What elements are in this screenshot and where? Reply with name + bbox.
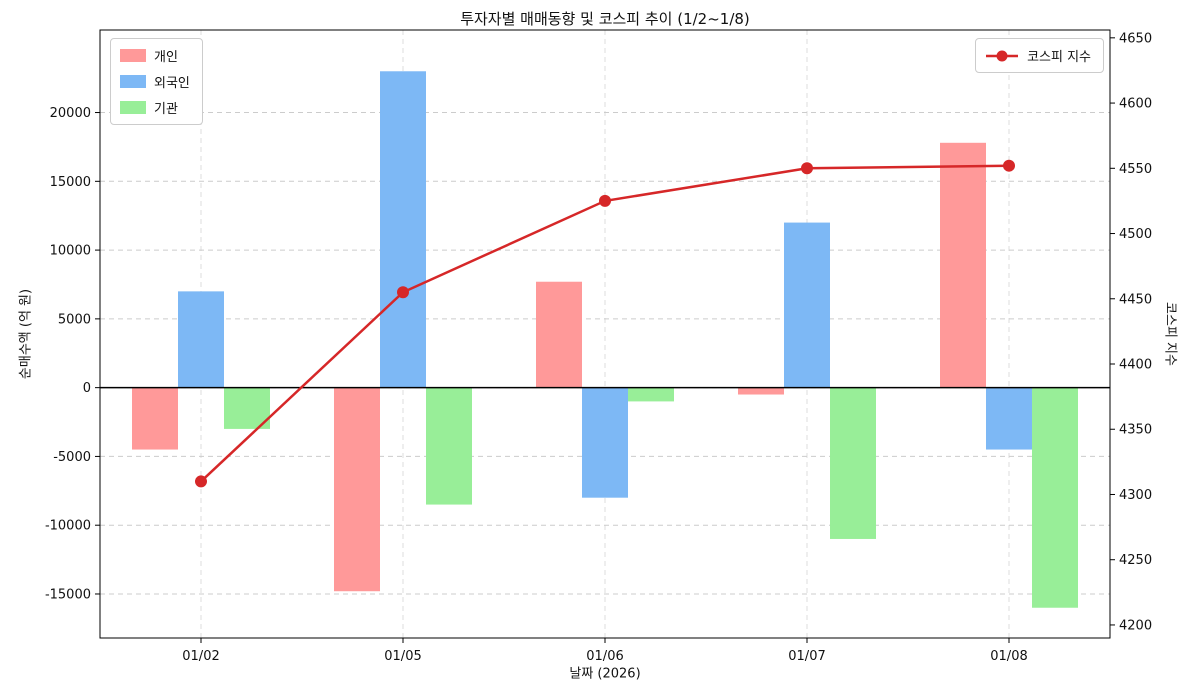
legend-swatch <box>120 75 146 88</box>
bar-외국인-01/02 <box>178 291 224 388</box>
y-tick-right: 4600 <box>1119 97 1152 112</box>
y-tick-left: 5000 <box>58 312 91 327</box>
x-tick: 01/07 <box>788 649 825 664</box>
legend-label: 코스피 지수 <box>1027 50 1091 65</box>
bar-개인-01/06 <box>536 281 582 388</box>
kospi-marker-01/02 <box>195 475 207 488</box>
kospi-marker-01/07 <box>801 162 813 175</box>
y-tick-right: 4550 <box>1119 162 1152 177</box>
legend-label: 개인 <box>154 50 178 65</box>
y-tick-left: 20000 <box>50 106 91 121</box>
bar-기관-01/07 <box>830 387 876 539</box>
bar-개인-01/08 <box>940 142 986 388</box>
y-tick-left: 10000 <box>50 244 91 259</box>
legend-label: 외국인 <box>154 76 190 91</box>
y-tick-right: 4250 <box>1119 553 1152 568</box>
bar-개인-01/07 <box>738 387 784 395</box>
x-tick: 01/08 <box>990 649 1027 664</box>
legend-item-개인: 개인 <box>120 46 190 65</box>
legend-line: 코스피 지수 <box>975 38 1104 73</box>
y-tick-right: 4200 <box>1119 618 1152 633</box>
bar-개인-01/02 <box>132 387 178 450</box>
y-tick-left: 0 <box>83 381 91 396</box>
x-tick: 01/06 <box>586 649 623 664</box>
x-tick: 01/02 <box>182 649 219 664</box>
legend-item-외국인: 외국인 <box>120 72 190 91</box>
bar-기관-01/08 <box>1032 387 1078 608</box>
y-tick-right: 4500 <box>1119 227 1152 242</box>
legend-swatch <box>120 101 146 114</box>
y-tick-right: 4350 <box>1119 423 1152 438</box>
y-tick-right: 4300 <box>1119 488 1152 503</box>
y-tick-right: 4450 <box>1119 292 1152 307</box>
y-tick-left: 15000 <box>50 175 91 190</box>
bar-개인-01/05 <box>334 387 380 592</box>
y-tick-left: -15000 <box>45 587 91 602</box>
legend-item-kospi: 코스피 지수 <box>985 46 1091 65</box>
kospi-marker-01/06 <box>599 194 611 207</box>
bar-외국인-01/07 <box>784 222 830 388</box>
bar-외국인-01/05 <box>380 71 426 388</box>
x-tick: 01/05 <box>384 649 421 664</box>
bar-외국인-01/08 <box>986 387 1032 450</box>
y-tick-left: -10000 <box>45 519 91 534</box>
legend-label: 기관 <box>154 102 178 117</box>
kospi-marker-01/05 <box>397 286 409 299</box>
bar-외국인-01/06 <box>582 387 628 498</box>
line-marker-icon <box>986 50 1019 61</box>
kospi-marker-01/08 <box>1003 159 1015 172</box>
bar-기관-01/05 <box>426 387 472 505</box>
legend-swatch <box>120 49 146 62</box>
x-axis-label: 날짜 (2026) <box>569 666 641 682</box>
y-tick-left: -5000 <box>53 450 91 465</box>
legend-item-기관: 기관 <box>120 98 190 117</box>
bar-기관-01/02 <box>224 387 270 429</box>
y-tick-right: 4400 <box>1119 358 1152 373</box>
bar-기관-01/06 <box>628 387 674 402</box>
y-tick-right: 4650 <box>1119 31 1152 46</box>
chart-title: 투자자별 매매동향 및 코스피 추이 (1/2~1/8) <box>460 10 750 28</box>
